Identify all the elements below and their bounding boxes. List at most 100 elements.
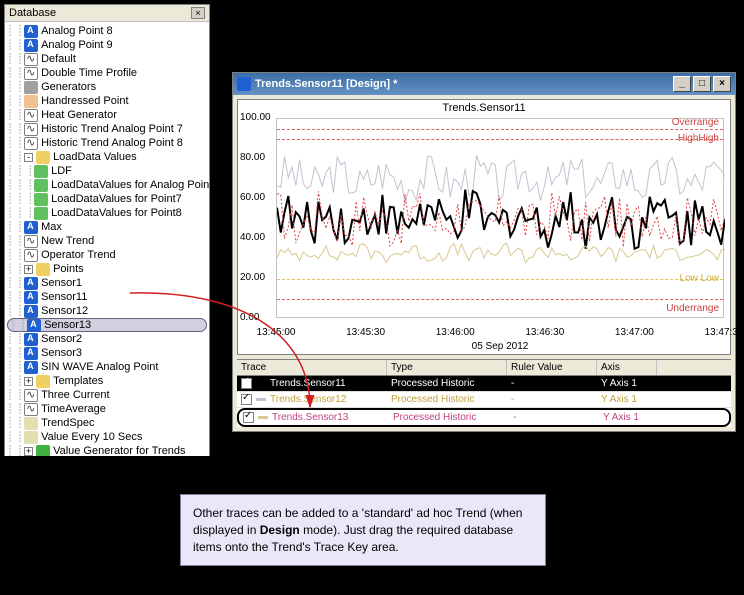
tree-expander[interactable]: + xyxy=(24,265,33,274)
tree-item-label: Value Generator for Trends xyxy=(53,445,185,456)
tree-item[interactable]: ┊ ┊ Sensor1 xyxy=(7,276,207,290)
trace-name: Trends.Sensor11 xyxy=(270,378,346,389)
trace-ruler: - xyxy=(509,410,599,425)
database-close-button[interactable]: × xyxy=(191,7,205,19)
minimize-button[interactable]: _ xyxy=(673,76,691,92)
x-axis-label: 13:46:00 xyxy=(436,327,475,338)
tree-item-icon xyxy=(34,193,48,206)
tree-item[interactable]: ┊ ┊ Sensor3 xyxy=(7,346,207,360)
tree-item-icon xyxy=(24,403,38,416)
chart-area: Trends.Sensor11 OverrangeHighHighLow Low… xyxy=(237,99,731,355)
tree-item[interactable]: ┊ ┊ +Points xyxy=(7,262,207,276)
trace-checkbox[interactable] xyxy=(241,394,252,405)
x-axis-label: 13:45:00 xyxy=(257,327,296,338)
x-axis-label: 13:45:30 xyxy=(346,327,385,338)
trend-window-icon xyxy=(237,77,251,91)
chart-plot[interactable]: OverrangeHighHighLow LowUnderrange xyxy=(276,118,724,318)
tree-item-label: Historic Trend Analog Point 7 xyxy=(41,123,183,135)
chart-svg xyxy=(277,119,725,319)
tree-item[interactable]: ┊ ┊ Sensor11 xyxy=(7,290,207,304)
tree-item[interactable]: ┊ ┊ Sensor2 xyxy=(7,332,207,346)
tree-expander[interactable]: - xyxy=(24,153,33,162)
tree-item[interactable]: ┊ ┊ TrendSpec xyxy=(7,416,207,430)
trace-row[interactable]: Trends.Sensor12 Processed Historic-Y Axis… xyxy=(237,392,731,408)
tree-item[interactable]: ┊ ┊ ┊ LoadDataValues for Point8 xyxy=(7,206,207,220)
tree-item-icon xyxy=(36,375,50,388)
tree-item[interactable]: ┊ ┊ Historic Trend Analog Point 7 xyxy=(7,122,207,136)
tree-item-label: Double Time Profile xyxy=(41,67,137,79)
trace-key-table[interactable]: TraceTypeRuler ValueAxisTrends.Sensor11P… xyxy=(237,359,731,427)
tree-item[interactable]: ┊ ┊ New Trend xyxy=(7,234,207,248)
x-axis-label: 13:47:00 xyxy=(615,327,654,338)
maximize-button[interactable]: □ xyxy=(693,76,711,92)
y-axis-label: 20.00 xyxy=(240,272,265,283)
tree-item-icon xyxy=(24,25,38,38)
trace-axis: Y Axis 1 xyxy=(597,392,657,407)
trace-header[interactable]: Axis xyxy=(597,360,657,375)
trace-row[interactable]: Trends.Sensor11Processed Historic-Y Axis… xyxy=(237,376,731,392)
tree-item[interactable]: ┊ ┊ Max xyxy=(7,220,207,234)
tree-item[interactable]: ┊ ┊ Analog Point 9 xyxy=(7,38,207,52)
trace-type: Processed Historic xyxy=(387,392,507,407)
y-axis-label: 0.00 xyxy=(240,312,259,323)
tree-item[interactable]: ┊ ┊ ┊ LDF xyxy=(7,164,207,178)
tree-item[interactable]: ┊ ┊ Value Every 10 Secs xyxy=(7,430,207,444)
tree-item-label: Sensor11 xyxy=(41,291,87,303)
trace-checkbox[interactable] xyxy=(241,378,252,389)
tree-item-label: New Trend xyxy=(41,235,94,247)
trend-titlebar[interactable]: Trends.Sensor11 [Design] * _ □ × xyxy=(233,73,735,95)
trace-axis: Y Axis 1 xyxy=(597,376,657,391)
tree-item-label: LoadDataValues for Point7 xyxy=(51,193,182,205)
trace-type: Processed Historic xyxy=(389,410,509,425)
tree-item[interactable]: ┊ ┊ +Templates xyxy=(7,374,207,388)
tree-item[interactable]: ┊ ┊ Analog Point 8 xyxy=(7,24,207,38)
y-axis-label: 100.00 xyxy=(240,112,271,123)
tree-item[interactable]: ┊ ┊ SIN WAVE Analog Point xyxy=(7,360,207,374)
tree-item[interactable]: ┊ ┊ Double Time Profile xyxy=(7,66,207,80)
tree-item-label: Three Current xyxy=(41,389,109,401)
tree-item[interactable]: ┊ ┊ Sensor12 xyxy=(7,304,207,318)
tree-item-label: Generators xyxy=(41,81,96,93)
tree-item[interactable]: ┊ ┊ Handressed Point xyxy=(7,94,207,108)
tree-item[interactable]: ┊ ┊ ┊ LoadDataValues for Point7 xyxy=(7,192,207,206)
tree-item-icon xyxy=(36,151,50,164)
tree-item[interactable]: ┊ ┊ Generators xyxy=(7,80,207,94)
tree-item[interactable]: ┊ ┊ +Value Generator for Trends xyxy=(7,444,207,456)
close-button[interactable]: × xyxy=(713,76,731,92)
tree-item-label: Sensor3 xyxy=(41,347,82,359)
tree-item-icon xyxy=(24,53,38,66)
trace-checkbox[interactable] xyxy=(243,412,254,423)
tree-item[interactable]: ┊ ┊ Default xyxy=(7,52,207,66)
trace-axis: Y Axis 1 xyxy=(599,410,659,425)
tree-item-icon xyxy=(24,333,38,346)
tree-expander[interactable]: + xyxy=(24,447,33,456)
tree-expander[interactable]: + xyxy=(24,377,33,386)
tree-item-label: Sensor1 xyxy=(41,277,82,289)
trace-name: Trends.Sensor12 xyxy=(270,394,346,405)
tree-item[interactable]: ┊ ┊ Sensor13 xyxy=(7,318,207,332)
trace-header[interactable]: Ruler Value xyxy=(507,360,597,375)
tree-item[interactable]: ┊ ┊ Three Current xyxy=(7,388,207,402)
trace-swatch xyxy=(258,416,268,419)
database-tree[interactable]: ┊ ┊ Analog Point 8┊ ┊ Analog Point 9┊ ┊ … xyxy=(5,22,209,456)
tree-item-icon xyxy=(24,305,38,318)
x-axis-date: 05 Sep 2012 xyxy=(472,341,529,352)
tree-item[interactable]: ┊ ┊ TimeAverage xyxy=(7,402,207,416)
tree-item[interactable]: ┊ ┊ Operator Trend xyxy=(7,248,207,262)
tree-item-icon xyxy=(24,417,38,430)
tree-item-label: Default xyxy=(41,53,76,65)
tree-item[interactable]: ┊ ┊ ┊ LoadDataValues for Analog Point 10 xyxy=(7,178,207,192)
database-title: Database xyxy=(9,7,56,19)
trace-row[interactable]: Trends.Sensor13Processed Historic-Y Axis… xyxy=(237,408,731,427)
tree-item[interactable]: ┊ ┊ Heat Generator xyxy=(7,108,207,122)
tree-item[interactable]: ┊ ┊ -LoadData Values xyxy=(7,150,207,164)
trace-header[interactable]: Type xyxy=(387,360,507,375)
trace-ruler: - xyxy=(507,392,597,407)
tree-item-icon xyxy=(24,137,38,150)
tree-item[interactable]: ┊ ┊ Historic Trend Analog Point 8 xyxy=(7,136,207,150)
tree-item-label: LDF xyxy=(51,165,72,177)
tree-item-icon xyxy=(24,277,38,290)
trace-swatch xyxy=(256,398,266,401)
tree-item-label: Handressed Point xyxy=(41,95,128,107)
trace-header[interactable]: Trace xyxy=(237,360,387,375)
